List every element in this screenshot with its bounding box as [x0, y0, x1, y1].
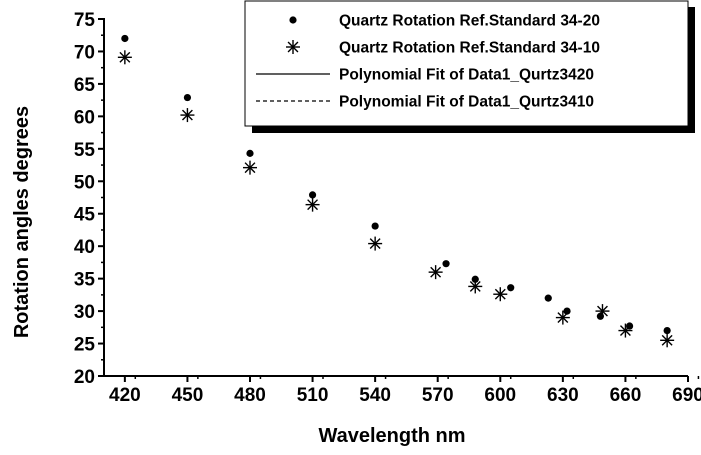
data-point-circle: [471, 275, 479, 283]
data-point-circle: [442, 260, 450, 268]
legend-item: Polynomial Fit of Data1_Qurtz3410: [256, 94, 594, 111]
y-tick-label: 30: [74, 302, 95, 323]
legend-item: Quartz Rotation Ref.Standard 34-10: [286, 40, 600, 57]
data-point-circle: [183, 93, 192, 102]
data-point-circle: [121, 34, 129, 43]
data-point-asterisk: [428, 265, 443, 280]
data-point-asterisk: [660, 333, 675, 348]
x-tick-label: 420: [109, 385, 141, 406]
legend-label: Polynomial Fit of Data1_Qurtz3410: [339, 94, 594, 111]
y-tick-label: 50: [74, 172, 95, 193]
data-point-asterisk: [305, 197, 320, 212]
x-tick-label: 540: [359, 385, 391, 406]
data-point-asterisk: [493, 287, 508, 302]
data-point-circle: [663, 326, 671, 335]
legend-circle-swatch: [289, 16, 297, 24]
y-tick-label: 55: [74, 140, 96, 161]
y-tick-label: 25: [74, 335, 96, 356]
data-point-asterisk: [117, 50, 132, 65]
y-tick-label: 60: [74, 107, 95, 128]
legend-item: Polynomial Fit of Data1_Qurtz3420: [256, 67, 594, 84]
legend-box: [244, 0, 689, 127]
data-point-circle: [507, 284, 515, 292]
data-point-circle: [246, 149, 254, 157]
data-point-circle: [371, 222, 379, 230]
x-tick-label: 660: [610, 385, 642, 406]
data-point-asterisk: [243, 160, 257, 175]
x-tick-label: 630: [547, 385, 579, 406]
data-point-asterisk: [368, 236, 383, 251]
legend-item: Quartz Rotation Ref.Standard 34-20: [289, 13, 600, 30]
data-point-asterisk: [595, 304, 610, 319]
x-axis-title: Wavelength nm: [318, 425, 465, 447]
data-point-circle: [563, 307, 571, 315]
y-axis-title: Rotation angles degrees: [11, 106, 33, 338]
x-tick-label: 480: [234, 385, 266, 406]
y-tick-label: 35: [74, 270, 96, 291]
legend-asterisk-swatch: [286, 40, 300, 54]
x-tick-label: 600: [484, 385, 516, 406]
data-point-asterisk: [555, 310, 570, 325]
legend: Quartz Rotation Ref.Standard 34-20 Quartz…: [244, 0, 695, 133]
y-tick-label: 40: [74, 237, 95, 258]
x-tick-label: 450: [172, 385, 204, 406]
ticks: 420 450 480 510 540 570 600 630 660 690 20 25 30 35 40…: [74, 10, 701, 406]
legend-items: Quartz Rotation Ref.Standard 34-20 Quartz…: [256, 13, 600, 111]
y-tick-label: 20: [74, 367, 95, 388]
data-point-circle: [544, 294, 552, 302]
data-point-asterisk: [468, 279, 483, 294]
y-tick-label: 75: [74, 10, 96, 31]
data-point-circle: [308, 191, 317, 199]
legend-label: Quartz Rotation Ref.Standard 34-20: [339, 13, 600, 30]
x-tick-label: 510: [297, 385, 329, 406]
y-tick-label: 65: [74, 75, 96, 96]
data-points: [117, 34, 675, 348]
legend-label: Polynomial Fit of Data1_Qurtz3420: [339, 67, 594, 84]
y-tick-label: 45: [74, 205, 96, 226]
x-tick-label: 570: [422, 385, 454, 406]
data-point-asterisk: [180, 108, 195, 123]
data-point-asterisk: [618, 323, 633, 338]
legend-label: Quartz Rotation Ref.Standard 34-10: [339, 40, 600, 57]
x-tick-label: 690: [672, 385, 701, 406]
y-tick-label: 70: [74, 42, 95, 63]
